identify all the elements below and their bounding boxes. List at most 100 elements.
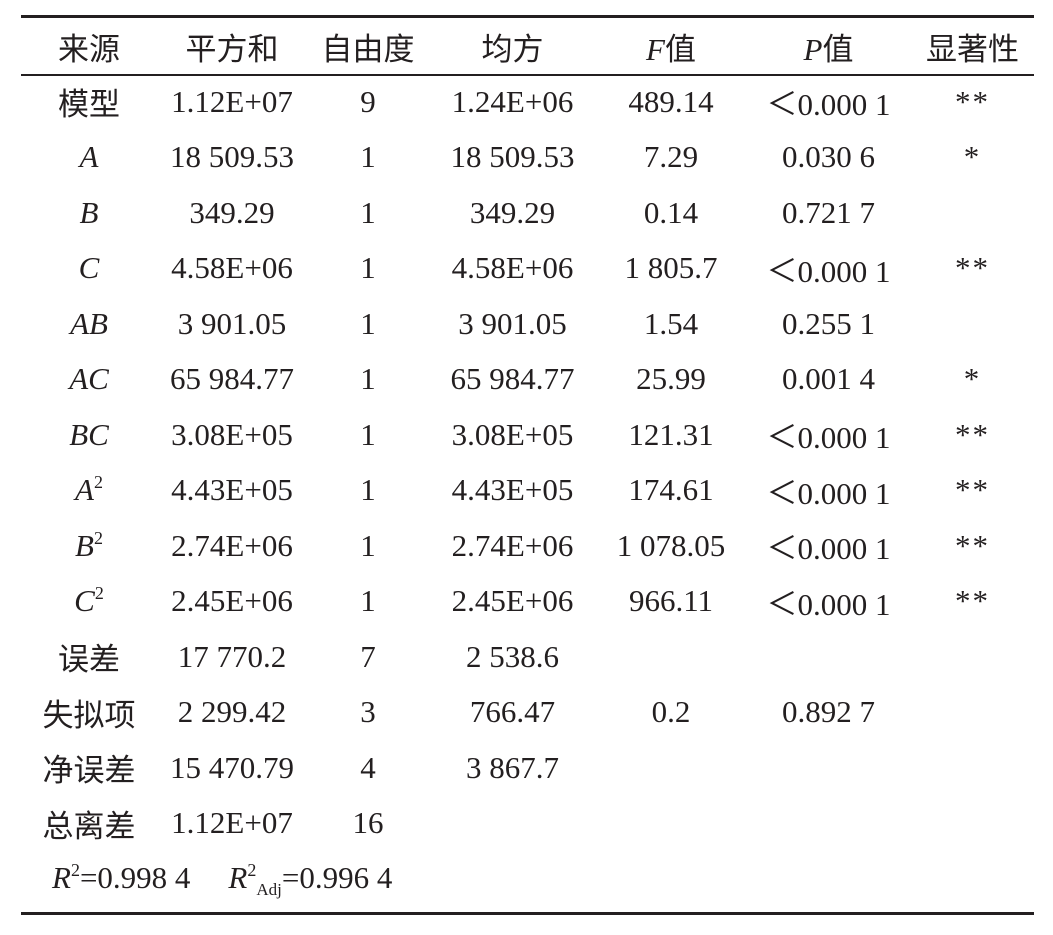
mean-square-cell: 4.43E+05	[451, 472, 574, 508]
degrees-of-freedom-cell: 4	[360, 749, 376, 785]
mean-square-cell: 349.29	[469, 194, 556, 230]
source-label: C	[78, 250, 100, 286]
sum-of-squares-cell: 349.29	[189, 194, 275, 230]
f-value-cell: 121.31	[628, 416, 714, 452]
p-value-cell	[746, 740, 911, 796]
sum-of-squares-cell: 3.08E+05	[171, 416, 293, 452]
degrees-of-freedom-cell: 1	[360, 250, 376, 286]
p-value-cell	[746, 629, 911, 685]
significance-cell: **	[955, 527, 990, 563]
p-value-cell: 0.255 1	[782, 305, 875, 341]
header-mean-square: 均方	[481, 31, 544, 67]
p-value-cell: ＜0.000 1	[766, 531, 891, 567]
table-header-rule	[21, 74, 1034, 76]
source-cell: 误差	[21, 629, 157, 685]
significance-cell	[911, 685, 1034, 741]
p-value-cell: ＜0.000 1	[766, 420, 891, 456]
source-label: B	[75, 527, 94, 563]
header-f-suffix: 值	[664, 31, 696, 67]
adjusted-r-squared-letter: R	[228, 860, 248, 895]
header-significance: 显著性	[926, 31, 1019, 67]
degrees-of-freedom-cell: 16	[352, 805, 384, 841]
table-row: A 18 509.53 1 18 509.53 7.29 0.030 6 *	[21, 130, 1034, 186]
table-row: C2 2.45E+06 1 2.45E+06 966.11 ＜0.000 1 **	[21, 574, 1034, 630]
degrees-of-freedom-cell: 1	[360, 305, 376, 341]
header-degrees-of-freedom: 自由度	[321, 31, 415, 67]
anova-table: 来源 平方和 自由度 均方 F值 P值 显著性 模型 1.12E+07 9 1.24E…	[21, 18, 1034, 851]
mean-square-cell: 2.74E+06	[451, 527, 574, 563]
significance-cell: **	[955, 583, 990, 619]
source-label: 总离差	[42, 808, 136, 844]
significance-cell: **	[955, 416, 990, 452]
source-label: 误差	[58, 642, 120, 678]
source-label: 失拟项	[42, 697, 136, 733]
source-cell: 失拟项	[21, 685, 157, 741]
sum-of-squares-cell: 18 509.53	[170, 139, 294, 175]
table-row: B2 2.74E+06 1 2.74E+06 1 078.05 ＜0.000 1 **	[21, 518, 1034, 574]
degrees-of-freedom-cell: 1	[360, 583, 376, 619]
degrees-of-freedom-cell: 1	[360, 139, 376, 175]
f-value-cell: 0.2	[651, 694, 691, 730]
p-value-cell: 0.001 4	[782, 361, 875, 397]
sum-of-squares-cell: 15 470.79	[170, 749, 294, 785]
header-p-suffix: 值	[822, 31, 854, 67]
source-label: A	[79, 139, 99, 175]
table-row: AC 65 984.77 1 65 984.77 25.99 0.001 4 *	[21, 352, 1034, 408]
table-row: 失拟项 2 299.42 3 766.47 0.2 0.892 7	[21, 685, 1034, 741]
adjusted-r-squared-value: =0.996 4	[281, 860, 393, 895]
degrees-of-freedom-cell: 1	[360, 416, 376, 452]
significance-cell: *	[963, 139, 982, 175]
sum-of-squares-cell: 4.58E+06	[171, 250, 293, 286]
mean-square-cell: 766.47	[469, 694, 556, 730]
table-row: 误差 17 770.2 7 2 538.6	[21, 629, 1034, 685]
header-sum-of-squares: 平方和	[185, 31, 279, 67]
p-value-cell	[746, 796, 911, 852]
source-label: AB	[70, 305, 108, 341]
mean-square-cell: 2.45E+06	[451, 583, 574, 619]
significance-cell	[911, 629, 1034, 685]
source-cell: BC	[21, 407, 157, 463]
significance-cell	[911, 296, 1034, 352]
source-cell: A	[21, 130, 157, 186]
header-source: 来源	[58, 31, 120, 67]
table-row: C 4.58E+06 1 4.58E+06 1 805.7 ＜0.000 1 **	[21, 241, 1034, 297]
adjusted-r-squared-exponent: 2	[247, 860, 257, 880]
f-value-cell: 489.14	[628, 83, 714, 119]
table-body: 模型 1.12E+07 9 1.24E+06 489.14 ＜0.000 1 ** A 18 5…	[21, 74, 1034, 851]
source-label: AC	[69, 361, 109, 397]
significance-cell: **	[955, 83, 990, 119]
degrees-of-freedom-cell: 1	[360, 472, 376, 508]
source-exponent: 2	[93, 527, 103, 548]
degrees-of-freedom-cell: 7	[360, 638, 376, 674]
source-cell: B	[21, 185, 157, 241]
source-cell: B2	[21, 518, 157, 574]
f-value-cell: 1.54	[643, 305, 699, 341]
source-label: 净误差	[42, 753, 136, 789]
table-top-rule	[21, 15, 1034, 18]
source-cell: A2	[21, 463, 157, 519]
f-value-cell	[596, 796, 746, 852]
table-row: BC 3.08E+05 1 3.08E+05 121.31 ＜0.000 1 **	[21, 407, 1034, 463]
f-value-cell: 174.61	[628, 472, 714, 508]
source-label: BC	[69, 416, 109, 452]
f-value-cell: 1 805.7	[624, 250, 718, 286]
p-value-cell: ＜0.000 1	[766, 253, 891, 289]
sum-of-squares-cell: 3 901.05	[177, 305, 287, 341]
header-f-value: F值	[596, 18, 746, 74]
table-bottom-rule	[21, 912, 1034, 915]
mean-square-cell: 1.24E+06	[451, 83, 574, 119]
r-squared-value: =0.998 4	[79, 860, 191, 895]
header-p-letter: P	[803, 31, 823, 67]
p-value-cell: 0.030 6	[782, 139, 875, 175]
degrees-of-freedom-cell: 1	[360, 527, 376, 563]
mean-square-cell: 18 509.53	[450, 139, 575, 175]
source-label: B	[79, 194, 99, 230]
table-row: 模型 1.12E+07 9 1.24E+06 489.14 ＜0.000 1 **	[21, 74, 1034, 130]
sum-of-squares-cell: 2.45E+06	[171, 583, 293, 619]
f-value-cell	[596, 740, 746, 796]
degrees-of-freedom-cell: 9	[360, 83, 376, 119]
mean-square-cell: 2 538.6	[466, 638, 559, 674]
sum-of-squares-cell: 1.12E+07	[171, 83, 293, 119]
source-cell: C2	[21, 574, 157, 630]
mean-square-cell: 3.08E+05	[451, 416, 574, 452]
